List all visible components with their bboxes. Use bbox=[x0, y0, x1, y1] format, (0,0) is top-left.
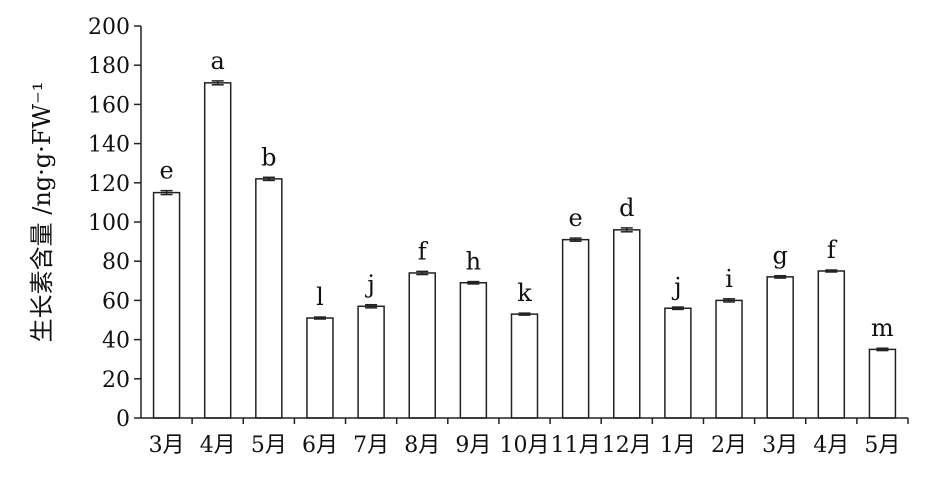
significance-letter: h bbox=[466, 248, 481, 276]
y-tick-label: 0 bbox=[116, 407, 130, 432]
significance-letter: b bbox=[261, 143, 276, 171]
significance-letter: f bbox=[418, 237, 429, 265]
y-tick-label: 20 bbox=[102, 368, 130, 393]
x-axis-labels: 3月 4月 5月 6月 7月 8月 9月 10月 11月 12月 1月 2月 3月 4月 5月 bbox=[149, 418, 909, 458]
y-tick-label: 140 bbox=[88, 133, 130, 158]
significance-letter: l bbox=[316, 283, 324, 311]
significance-letter: m bbox=[871, 314, 894, 342]
y-tick-label: 40 bbox=[102, 329, 130, 354]
x-tick-label: 5月 bbox=[864, 433, 900, 458]
bar bbox=[357, 305, 385, 419]
y-axis-ticks: 0 20 40 60 80 100 120 140 160 180 200 bbox=[88, 15, 141, 432]
bar bbox=[510, 313, 539, 419]
significance-letter: d bbox=[619, 194, 634, 222]
bar bbox=[459, 282, 488, 419]
significance-letter: j bbox=[364, 271, 374, 299]
y-tick-label: 180 bbox=[88, 54, 130, 79]
x-tick-label: 3月 bbox=[149, 433, 185, 458]
bar bbox=[715, 299, 743, 419]
bar bbox=[408, 272, 436, 419]
y-tick-label: 100 bbox=[88, 211, 130, 236]
x-tick-label: 1月 bbox=[660, 433, 696, 458]
bar bbox=[817, 270, 846, 419]
y-tick-label: 200 bbox=[88, 15, 130, 40]
bar bbox=[664, 307, 692, 419]
bar bbox=[203, 82, 232, 419]
bar bbox=[868, 348, 897, 419]
significance-letter: a bbox=[211, 47, 225, 75]
significance-letter: e bbox=[159, 157, 173, 185]
bars-group: e a b l j f h k e d j i g f m bbox=[152, 47, 897, 419]
bar bbox=[613, 229, 641, 419]
x-tick-label: 10月 bbox=[500, 433, 550, 458]
y-axis-label: 生长素含量 /ng·g·FW⁻¹ bbox=[28, 82, 56, 343]
x-tick-label: 2月 bbox=[711, 433, 747, 458]
significance-letter: e bbox=[569, 204, 583, 232]
y-tick-label: 80 bbox=[102, 250, 130, 275]
x-tick-label: 12月 bbox=[602, 433, 652, 458]
x-tick-label: 4月 bbox=[813, 433, 849, 458]
bar bbox=[561, 238, 590, 419]
x-tick-label: 7月 bbox=[353, 433, 389, 458]
x-tick-label: 9月 bbox=[455, 433, 491, 458]
bar bbox=[152, 191, 181, 419]
significance-letter: g bbox=[772, 242, 787, 270]
y-tick-label: 160 bbox=[88, 93, 130, 118]
x-tick-label: 6月 bbox=[302, 433, 338, 458]
bar bbox=[255, 178, 283, 419]
x-tick-label: 5月 bbox=[251, 433, 287, 458]
x-tick-label: 8月 bbox=[404, 433, 440, 458]
significance-letter: j bbox=[671, 273, 681, 301]
significance-letter: i bbox=[725, 265, 733, 293]
x-tick-label: 11月 bbox=[551, 433, 601, 458]
y-tick-label: 60 bbox=[102, 289, 130, 314]
significance-letter: f bbox=[827, 236, 838, 264]
y-axis-label-group: 生长素含量 /ng·g·FW⁻¹ bbox=[28, 82, 56, 343]
bar bbox=[306, 317, 334, 419]
bar bbox=[766, 276, 794, 419]
x-tick-label: 4月 bbox=[200, 433, 236, 458]
y-tick-label: 120 bbox=[88, 172, 130, 197]
significance-letter: k bbox=[517, 279, 532, 307]
x-tick-label: 3月 bbox=[762, 433, 798, 458]
